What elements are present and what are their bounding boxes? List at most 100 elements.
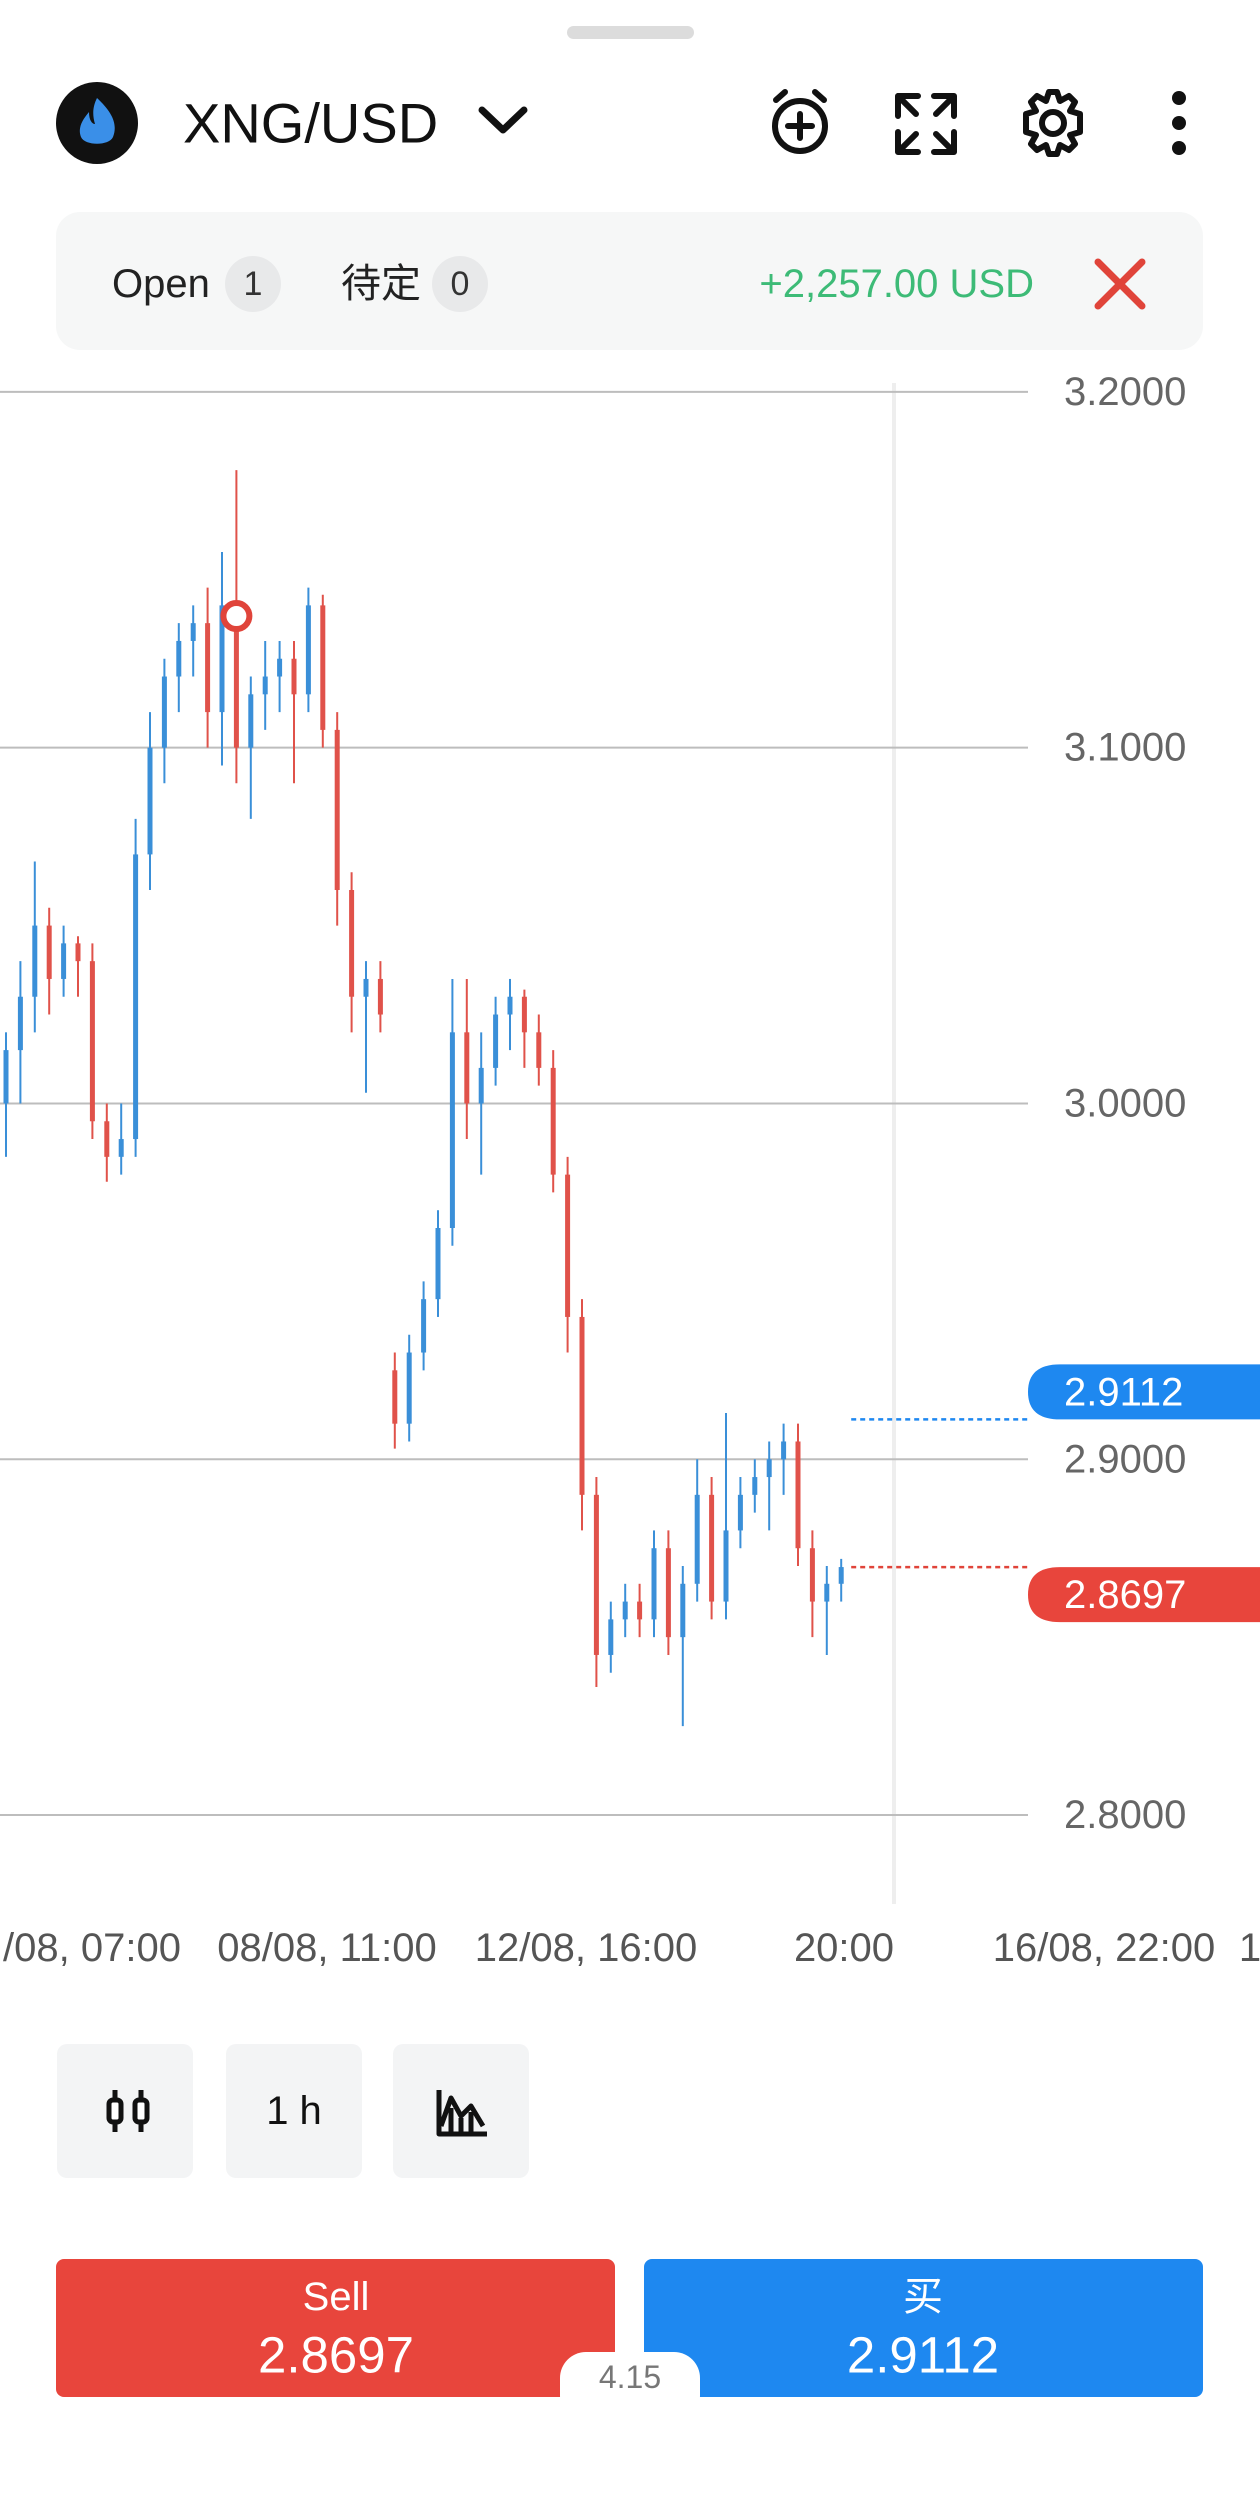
x-tick-label: 1 [1239, 1926, 1260, 1970]
candle-body [795, 1441, 801, 1549]
candle-body [550, 1067, 556, 1175]
buy-label: 买 [903, 2275, 943, 2319]
candle-body [536, 1032, 542, 1068]
candle-body [320, 605, 326, 730]
candle-body [507, 996, 513, 1015]
y-tick-label: 3.1000 [1064, 726, 1186, 770]
candle-body [89, 961, 95, 1122]
sell-price: 2.8697 [258, 2327, 414, 2384]
candle-body [176, 640, 182, 677]
candle-body [406, 1352, 412, 1424]
candle-body [161, 676, 167, 748]
candle-body [435, 1228, 441, 1300]
y-tick-label: 3.2000 [1064, 370, 1186, 414]
y-tick-label: 2.8000 [1064, 1793, 1186, 1837]
candle-body [219, 605, 225, 713]
candle-body [305, 605, 311, 695]
candle-body [464, 1032, 470, 1104]
candle-body [205, 623, 211, 713]
candle-body [651, 1548, 657, 1620]
fullscreen-button[interactable] [895, 93, 957, 155]
close-all-button[interactable] [1094, 258, 1146, 310]
candle-body [363, 978, 369, 997]
candle-body [637, 1601, 643, 1620]
candle-body [147, 747, 153, 855]
spread-pill [560, 2352, 700, 2422]
indicator-button[interactable] [393, 2044, 529, 2178]
price-chart[interactable]: 2.8000 2.9000 3.0000 3.1000 3.2000/08, 07:00… [0, 370, 1260, 1970]
pending-count: 0 [451, 265, 470, 303]
candle-body [75, 943, 81, 962]
x-tick-label: 08/08, 11:00 [217, 1926, 436, 1970]
ask-label: 2.9112 [1064, 1370, 1183, 1414]
bid-label: 2.8697 [1064, 1573, 1186, 1617]
candle-body [665, 1548, 671, 1638]
candle-body [118, 1139, 124, 1157]
candle-body [680, 1583, 686, 1638]
candle-body [723, 1530, 729, 1602]
interval: 1 h [266, 2089, 322, 2133]
entry-marker [220, 600, 253, 633]
count-badge [225, 256, 281, 312]
symbol: XNG/USD [183, 92, 438, 155]
candle-body [824, 1583, 830, 1602]
x-tick-label: 12/08, 16:00 [475, 1926, 697, 1970]
drag-handle[interactable] [567, 26, 694, 39]
spread: 4.15 [599, 2359, 661, 2395]
candle-body [709, 1494, 715, 1602]
candle-body [608, 1619, 614, 1655]
pending-tab[interactable]: 待定 [341, 262, 421, 306]
candle-body [190, 623, 196, 641]
symbol-selector[interactable]: XNG/USD [56, 82, 528, 164]
candle-body [622, 1601, 628, 1620]
candle-body [392, 1370, 398, 1424]
candle-body [838, 1567, 844, 1584]
buy-button[interactable] [644, 2259, 1203, 2397]
y-tick-label: 2.9000 [1064, 1437, 1186, 1481]
candle-body [781, 1441, 787, 1460]
bid-tag [1028, 1567, 1260, 1623]
candle-body [737, 1494, 743, 1531]
candle-body [421, 1299, 427, 1353]
open-tab[interactable]: Open [112, 262, 210, 306]
candle-body [565, 1174, 571, 1317]
candle-body [694, 1494, 700, 1584]
sell-label: Sell [303, 2275, 370, 2319]
candle-body [493, 1014, 499, 1068]
candle-body [449, 1032, 455, 1228]
settings-button[interactable] [1023, 89, 1083, 157]
chart-type-button[interactable] [57, 2044, 193, 2178]
candle-body [579, 1316, 585, 1495]
candle-body [3, 1050, 9, 1104]
count-badge [432, 256, 488, 312]
candle-body [521, 996, 527, 1033]
profit: +2,257.00 USD [759, 262, 1034, 306]
positions-panel [56, 212, 1203, 350]
alarm-button[interactable] [772, 89, 828, 154]
candle-body [104, 1121, 110, 1157]
candle-body [248, 694, 254, 748]
flame-icon [79, 98, 115, 144]
candle-body [17, 996, 23, 1051]
candle-body [277, 658, 283, 677]
candle-body [233, 605, 239, 748]
candle-body [349, 890, 355, 997]
candle-body [766, 1459, 772, 1478]
buy-price: 2.9112 [847, 2327, 999, 2384]
candle-body [46, 925, 52, 979]
interval-button[interactable] [226, 2044, 362, 2178]
candle-body [262, 676, 268, 695]
candle-body [809, 1548, 815, 1602]
open-count: 1 [244, 265, 263, 303]
ask-tag [1028, 1364, 1260, 1420]
candle-body [752, 1477, 758, 1495]
x-tick-label: 16/08, 22:00 [993, 1926, 1215, 1970]
sell-button[interactable] [56, 2259, 615, 2397]
candle-body [593, 1494, 599, 1655]
candle-body [478, 1067, 484, 1104]
candle-body [61, 943, 67, 979]
more-button[interactable] [1172, 91, 1186, 155]
candle-body [291, 658, 297, 695]
